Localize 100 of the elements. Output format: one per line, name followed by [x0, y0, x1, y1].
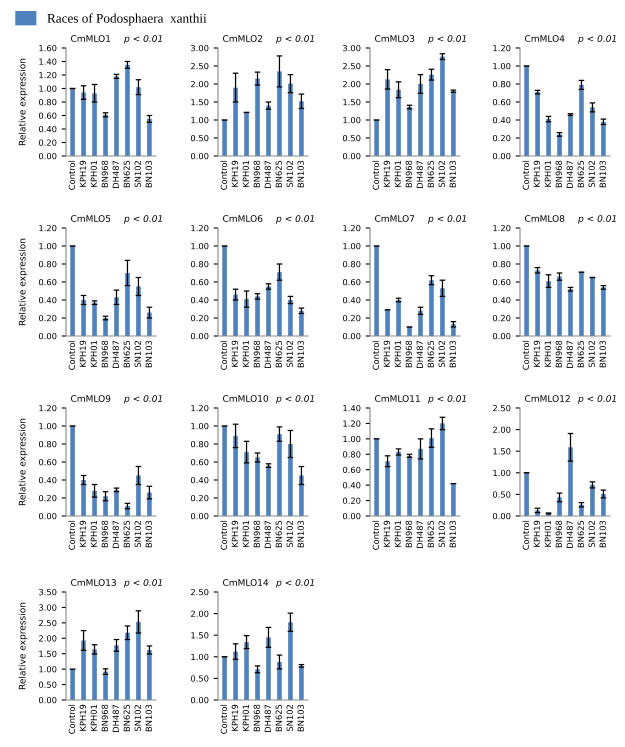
bar	[407, 107, 412, 156]
bar	[70, 426, 75, 516]
y-tick-label: 0.60	[492, 98, 510, 106]
y-tick-label: 0.50	[190, 675, 208, 682]
bar	[147, 650, 152, 700]
bar	[70, 88, 75, 156]
chart-title: CmMLO6	[223, 215, 262, 222]
x-tick-label: KPH01	[242, 520, 249, 547]
text: p < 0.01	[428, 35, 466, 44]
bar	[535, 92, 540, 156]
bar	[277, 662, 282, 700]
y-tick-label: 0.40	[38, 296, 56, 304]
y-tick-label: 1.20	[39, 72, 56, 78]
bar	[418, 84, 423, 156]
bar	[568, 289, 573, 336]
x-tick-label: SN102	[438, 521, 445, 548]
x-tick-label: KPH19	[534, 520, 540, 547]
x-tick-label: KPH19	[80, 704, 86, 731]
x-tick-label: KPH01	[90, 160, 97, 187]
y-tick-label: 2.00	[343, 80, 360, 88]
x-tick-label: DH487	[566, 520, 573, 548]
text: p < 0.01	[276, 579, 314, 588]
bar	[92, 302, 97, 336]
y-tick-label: 1.20	[39, 224, 56, 232]
chart-title: CmMLO13	[71, 579, 116, 586]
bar	[81, 300, 86, 336]
bar	[601, 287, 606, 336]
bar	[92, 93, 97, 156]
y-tick-label: 0.00	[492, 152, 510, 160]
bar	[244, 299, 249, 336]
bar	[277, 434, 282, 516]
y-tick-label: 0.00	[38, 696, 56, 704]
bar	[374, 438, 379, 516]
y-tick-label: 0.00	[342, 152, 360, 160]
y-tick-label: 1.00	[191, 242, 208, 250]
x-tick-label: BN968	[254, 160, 260, 188]
x-tick-label: BN968	[406, 520, 412, 548]
y-tick-label: 1.50	[191, 98, 208, 106]
bar	[222, 426, 227, 516]
bar	[374, 246, 379, 336]
x-tick-label: KPH19	[232, 340, 238, 367]
x-tick-label: BN968	[102, 340, 108, 368]
bar	[418, 310, 423, 336]
y-tick-label: 0.80	[342, 260, 360, 268]
y-tick-label: 0.20	[342, 314, 360, 322]
bar	[418, 448, 423, 516]
bar	[70, 246, 75, 336]
x-tick-label: DH487	[112, 340, 119, 368]
x-tick-label: BN625	[578, 340, 584, 368]
y-tick-label: 1.00	[343, 116, 360, 124]
x-tick-label: BN968	[102, 160, 108, 188]
x-tick-label: KPH01	[242, 160, 249, 187]
x-tick-label: BN103	[298, 160, 304, 188]
x-tick-label: Control	[522, 520, 530, 550]
x-tick-label: KPH01	[90, 704, 97, 731]
bar	[266, 466, 271, 516]
x-tick-label: BN103	[600, 520, 606, 548]
x-tick-label: Control	[522, 160, 530, 190]
y-tick-label: 2.00	[39, 635, 56, 642]
bar	[579, 272, 584, 336]
y-tick-label: 0.00	[342, 332, 360, 340]
y-tick-label: 0.40	[492, 116, 510, 124]
y-tick-label: 0.50	[342, 134, 360, 142]
y-tick-label: 0.80	[190, 260, 208, 268]
chart-title: CmMLO1	[71, 35, 110, 42]
bar	[546, 281, 551, 336]
bar	[233, 88, 238, 156]
x-tick-label: BN103	[146, 340, 152, 368]
x-tick-label: SN102	[438, 161, 445, 188]
bar	[524, 246, 529, 336]
y-tick-label: 0.00	[38, 152, 56, 160]
bar	[590, 107, 595, 156]
bar	[440, 56, 445, 156]
x-tick-label: BN625	[428, 520, 434, 548]
x-tick-label: KPH19	[232, 160, 238, 187]
y-tick-label: 0.60	[38, 112, 56, 119]
x-tick-label: KPH01	[544, 340, 551, 367]
x-tick-label: Control	[220, 160, 228, 190]
y-tick-label: 0.00	[190, 512, 208, 520]
text: p < 0.01	[124, 215, 162, 224]
y-axis-title: Relative expression	[18, 238, 28, 326]
y-tick-label: 1.20	[39, 404, 56, 412]
y-tick-label: 0.40	[342, 296, 360, 304]
bar	[233, 436, 238, 516]
x-tick-label: BN103	[450, 340, 456, 368]
bar	[103, 318, 108, 336]
x-tick-label: DH487	[566, 340, 573, 368]
y-tick-label: 2.00	[191, 80, 208, 88]
text: p < 0.01	[428, 395, 466, 404]
x-tick-label: DH487	[264, 160, 271, 188]
x-tick-label: DH487	[112, 520, 119, 548]
x-tick-label: BN625	[276, 520, 282, 548]
x-tick-label: SN102	[588, 521, 595, 548]
bar	[568, 447, 573, 516]
bar	[288, 444, 293, 516]
x-tick-label: BN625	[276, 704, 282, 732]
y-tick-label: 0.40	[492, 296, 510, 304]
x-tick-label: BN103	[146, 704, 152, 732]
bar	[70, 669, 75, 700]
x-tick-label: KPH19	[384, 520, 390, 547]
